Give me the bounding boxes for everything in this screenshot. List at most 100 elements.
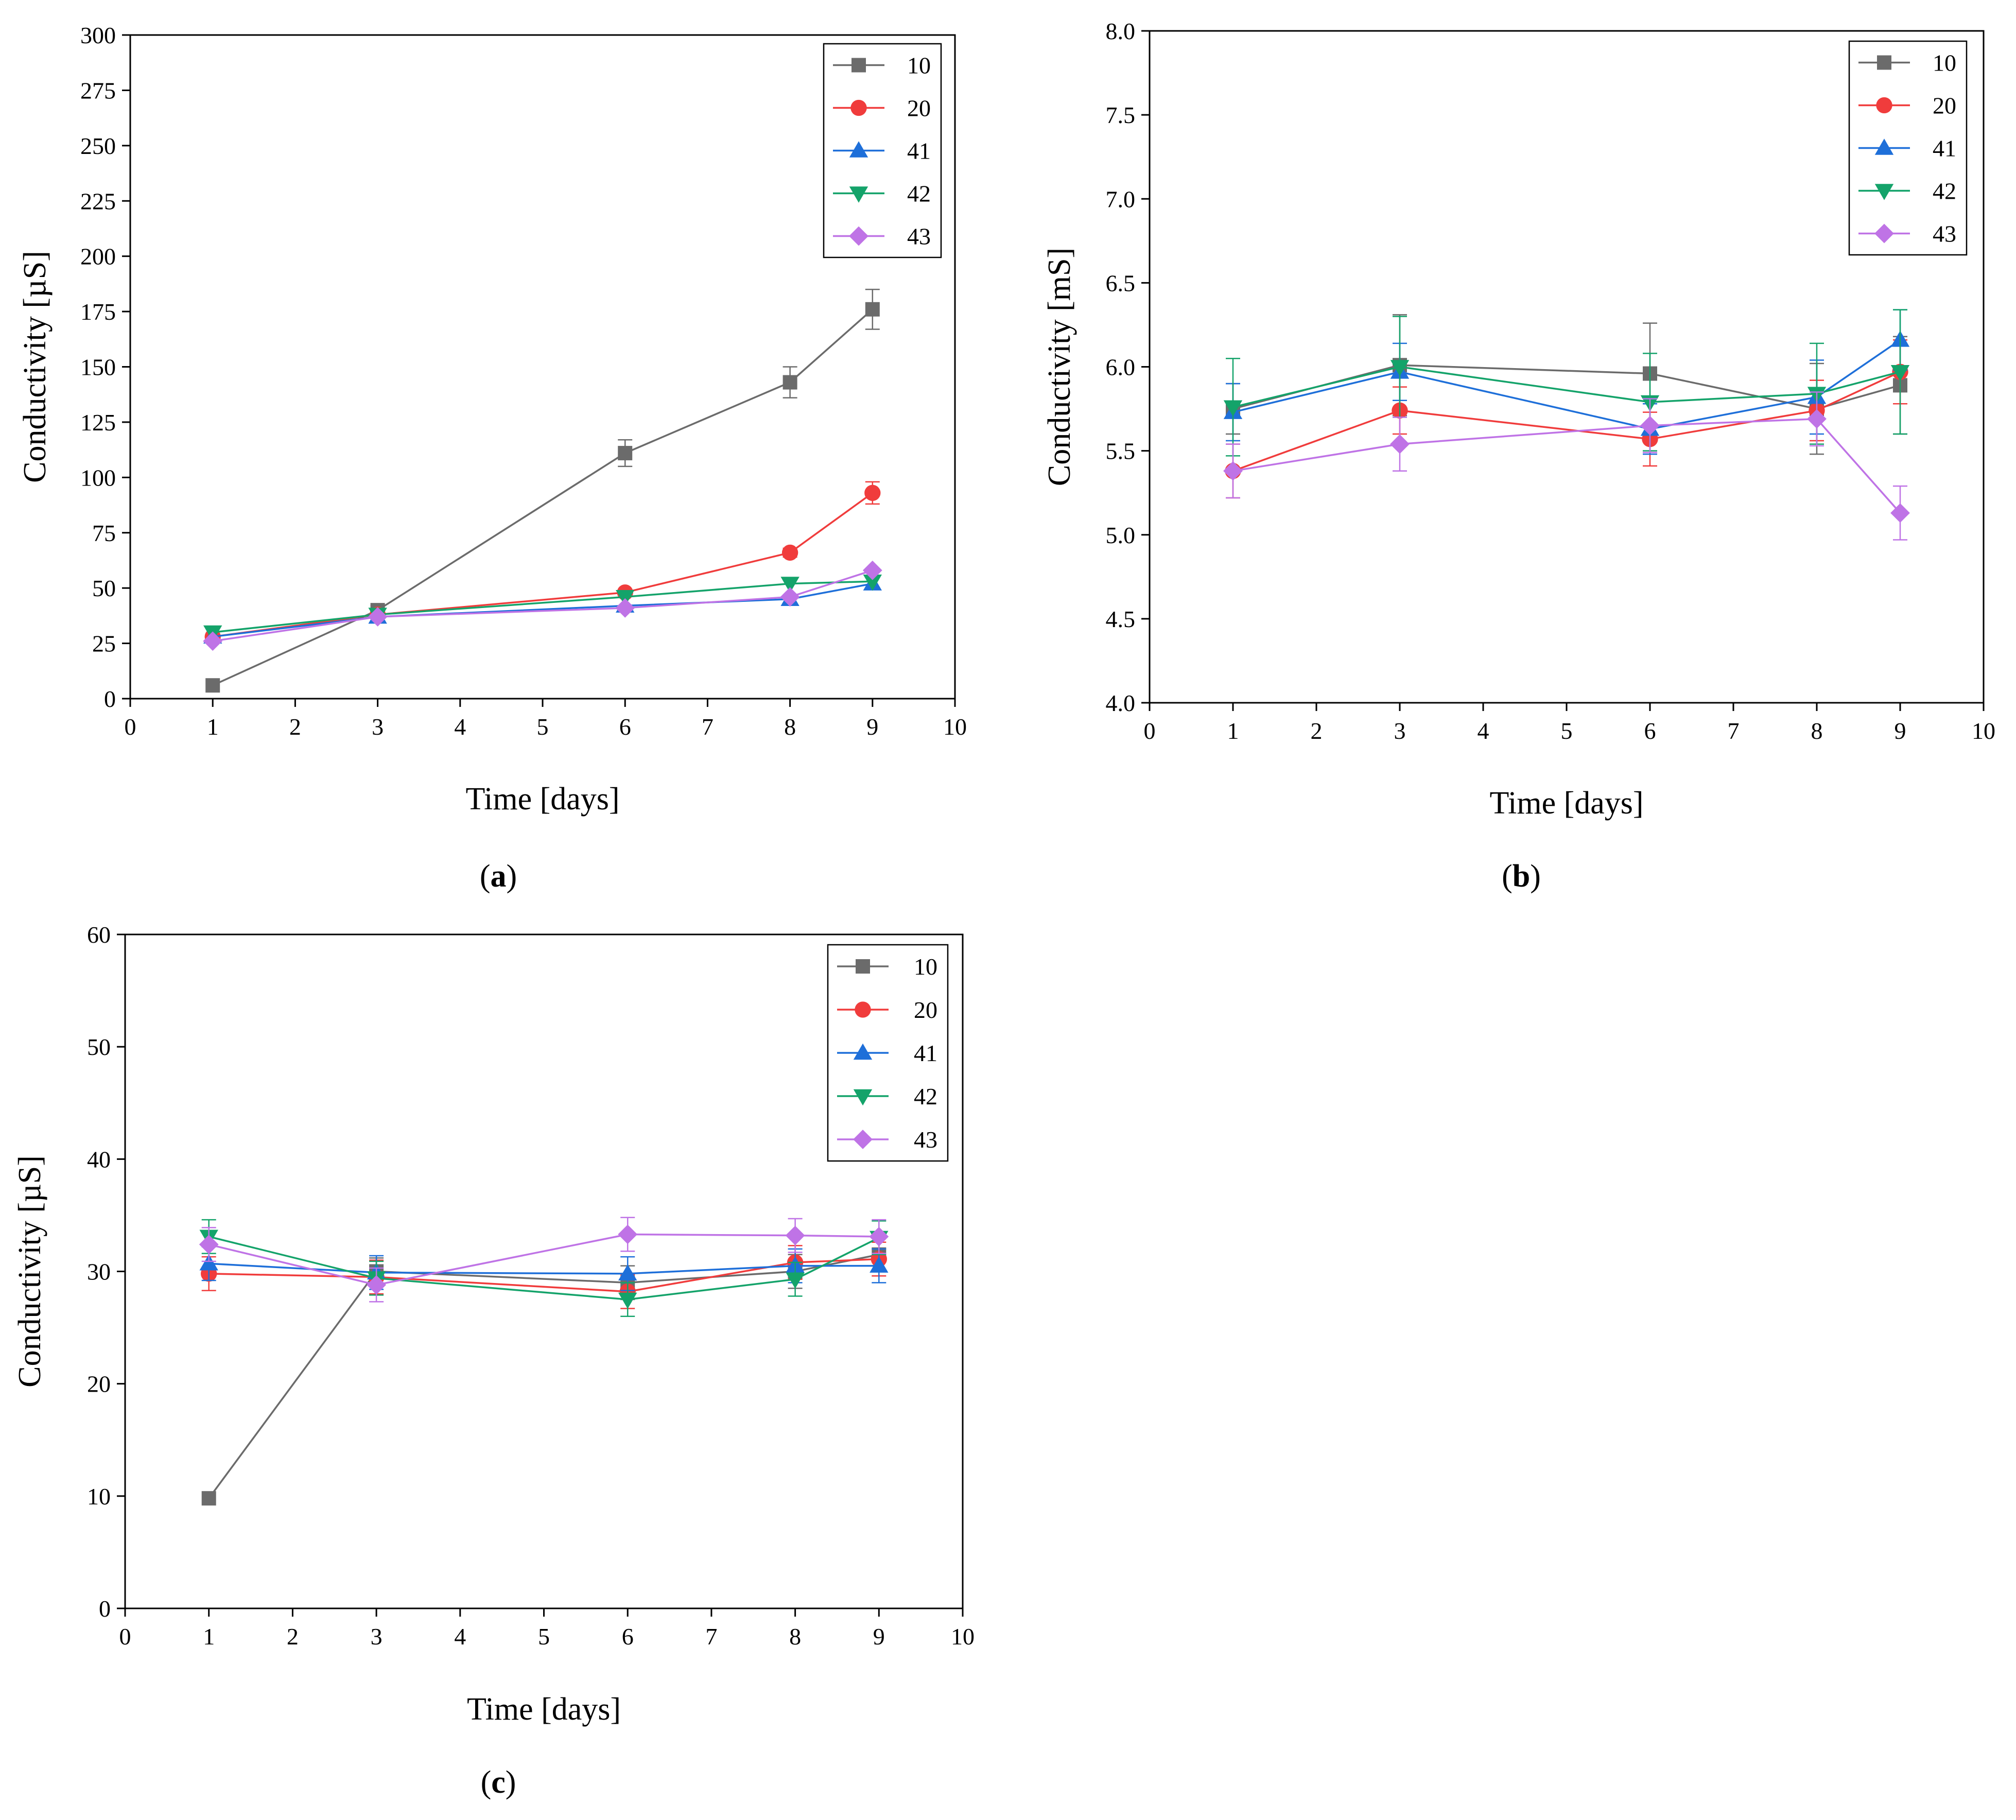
y-tick-label: 300 xyxy=(80,22,116,48)
y-tick-label: 20 xyxy=(87,1371,111,1397)
caption-letter: c xyxy=(491,1765,506,1800)
series-10 xyxy=(205,288,880,693)
legend-label: 10 xyxy=(907,53,931,79)
legend-label: 43 xyxy=(1933,221,1956,247)
y-axis-label: Conductivity [µS] xyxy=(12,1155,47,1388)
legend-marker xyxy=(853,1089,873,1106)
y-tick-label: 250 xyxy=(80,133,116,159)
legend-label: 42 xyxy=(907,181,931,207)
y-tick-label: 10 xyxy=(87,1483,111,1510)
caption-open: ( xyxy=(480,859,491,894)
x-tick-label: 2 xyxy=(1311,718,1323,744)
x-tick-label: 6 xyxy=(619,714,631,740)
series-43 xyxy=(199,1217,889,1303)
legend-label: 20 xyxy=(1933,93,1956,119)
legend-label: 20 xyxy=(907,95,931,122)
legend: 10 20 41 42 43 xyxy=(827,944,949,1162)
y-tick-label: 25 xyxy=(92,631,116,657)
data-point xyxy=(786,1272,805,1289)
x-tick-label: 0 xyxy=(1144,718,1156,744)
x-tick-label: 8 xyxy=(1811,718,1823,744)
x-axis-label: Time [days] xyxy=(467,1692,621,1727)
legend-marker xyxy=(1876,97,1892,114)
x-tick-label: 7 xyxy=(1728,718,1740,744)
data-point xyxy=(201,1491,216,1506)
y-tick-label: 50 xyxy=(92,575,116,601)
x-axis-label: Time [days] xyxy=(1489,786,1643,821)
data-point xyxy=(618,446,633,461)
y-tick-label: 0 xyxy=(104,686,116,712)
series-line xyxy=(212,569,873,643)
legend-label: 20 xyxy=(914,997,937,1023)
caption-close: ) xyxy=(506,1765,516,1800)
x-tick-label: 6 xyxy=(1644,718,1656,744)
y-axis-label: Conductivity [µS] xyxy=(18,251,53,483)
legend-label: 43 xyxy=(914,1126,937,1153)
data-point xyxy=(780,587,800,607)
legend-marker xyxy=(1874,223,1894,244)
legend-marker xyxy=(849,141,868,158)
chart-panel-c: 0 1 2 3 4 5 6 7 8 9 10 0 10 20 30 40 50 60 Time [days] Cond… xyxy=(12,922,975,1800)
legend-marker xyxy=(853,1043,873,1060)
x-tick-label: 10 xyxy=(1972,718,1995,744)
caption-letter: b xyxy=(1513,859,1530,894)
data-point xyxy=(368,607,388,627)
legend-label: 41 xyxy=(907,138,931,164)
x-axis-label: Time [days] xyxy=(465,782,619,817)
legend-marker xyxy=(855,1001,871,1018)
x-tick-label: 3 xyxy=(371,1623,383,1650)
x-tick-label: 1 xyxy=(203,1623,215,1650)
data-point xyxy=(785,1225,805,1245)
legend-label: 42 xyxy=(914,1083,937,1110)
data-point xyxy=(1640,415,1660,436)
x-tick-label: 10 xyxy=(951,1623,975,1650)
legend-marker xyxy=(851,58,866,73)
series-41 xyxy=(199,1246,889,1291)
y-tick-label: 225 xyxy=(80,188,116,214)
legend-marker xyxy=(849,226,868,246)
x-tick-label: 4 xyxy=(454,1623,466,1650)
panel-caption: (b) xyxy=(1502,859,1541,894)
legend: 10 20 41 42 43 xyxy=(1848,40,1968,256)
data-point xyxy=(869,1226,889,1246)
series-line xyxy=(208,1254,879,1499)
data-point xyxy=(618,1292,637,1309)
caption-letter: a xyxy=(491,859,507,894)
legend-label: 10 xyxy=(914,954,937,980)
y-tick-label: 60 xyxy=(87,922,111,948)
legend: 10 20 41 42 43 xyxy=(823,43,942,258)
data-point xyxy=(781,544,798,561)
y-tick-label: 100 xyxy=(80,464,116,491)
y-tick-label: 50 xyxy=(87,1034,111,1060)
y-tick-label: 0 xyxy=(99,1596,111,1622)
x-tick-label: 9 xyxy=(866,714,878,740)
series-43 xyxy=(203,560,882,651)
x-tick-label: 7 xyxy=(705,1623,717,1650)
data-point xyxy=(1890,503,1910,523)
x-tick-label: 7 xyxy=(702,714,714,740)
panel-caption: (a) xyxy=(480,859,517,894)
series-line xyxy=(1232,371,1901,472)
legend-label: 43 xyxy=(907,223,931,250)
x-tick-label: 8 xyxy=(784,714,796,740)
x-tick-label: 3 xyxy=(1394,718,1406,744)
x-tick-label: 4 xyxy=(1478,718,1489,744)
legend-marker xyxy=(856,959,870,974)
data-point xyxy=(615,598,635,618)
legend-label: 41 xyxy=(914,1040,937,1066)
legend-label: 41 xyxy=(1933,135,1956,162)
data-point xyxy=(1390,434,1410,454)
data-point xyxy=(616,590,635,606)
y-tick-label: 7.5 xyxy=(1106,102,1136,128)
panel-caption: (c) xyxy=(481,1765,516,1800)
data-point xyxy=(199,1254,218,1271)
series-42 xyxy=(1223,309,1910,457)
caption-open: ( xyxy=(481,1765,492,1800)
data-point xyxy=(862,560,882,580)
y-tick-label: 150 xyxy=(80,354,116,380)
data-point xyxy=(865,302,880,317)
x-tick-label: 0 xyxy=(125,714,136,740)
legend-label: 42 xyxy=(1933,178,1956,204)
series-line xyxy=(208,1233,879,1286)
